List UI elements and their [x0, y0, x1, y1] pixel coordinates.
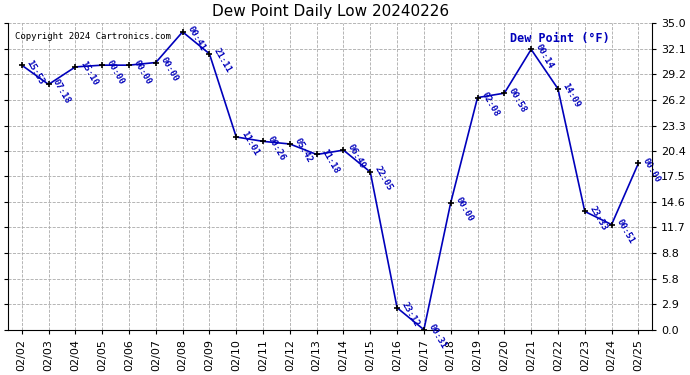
Text: 11:18: 11:18 [319, 147, 341, 175]
Text: Copyright 2024 Cartronics.com: Copyright 2024 Cartronics.com [14, 32, 170, 41]
Text: 14:09: 14:09 [561, 82, 582, 110]
Text: 00:14: 00:14 [534, 42, 555, 70]
Text: 23:12: 23:12 [400, 301, 421, 328]
Text: 15:53: 15:53 [24, 58, 46, 86]
Text: 00:26: 00:26 [266, 134, 287, 162]
Text: 06:49: 06:49 [346, 143, 367, 171]
Text: 22:05: 22:05 [373, 165, 394, 193]
Text: 00:00: 00:00 [159, 56, 179, 83]
Text: 00:31: 00:31 [426, 322, 448, 350]
Text: 23:33: 23:33 [587, 204, 609, 232]
Text: 11:01: 11:01 [239, 130, 260, 158]
Text: 00:00: 00:00 [453, 195, 475, 223]
Text: 00:00: 00:00 [105, 58, 126, 86]
Text: 00:00: 00:00 [641, 156, 662, 184]
Text: 00:00: 00:00 [132, 58, 153, 86]
Text: 00:51: 00:51 [614, 217, 635, 245]
Text: 07:18: 07:18 [51, 77, 72, 105]
Text: 15:10: 15:10 [78, 60, 99, 87]
Title: Dew Point Daily Low 20240226: Dew Point Daily Low 20240226 [212, 4, 448, 19]
Text: 02:08: 02:08 [480, 90, 502, 118]
Text: 00:58: 00:58 [507, 86, 529, 114]
Text: 05:42: 05:42 [293, 137, 314, 165]
Text: 00:41: 00:41 [186, 25, 206, 52]
Text: Dew Point (°F): Dew Point (°F) [510, 32, 610, 45]
Text: 21:11: 21:11 [212, 46, 233, 74]
